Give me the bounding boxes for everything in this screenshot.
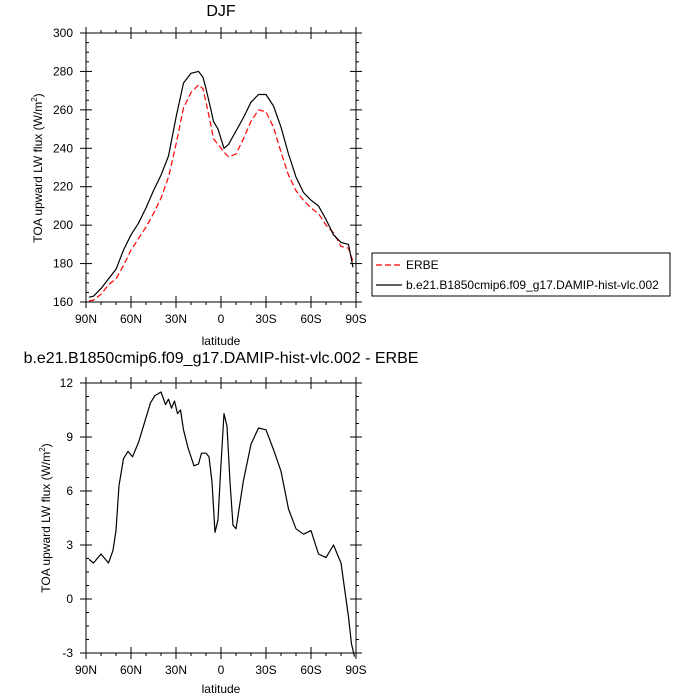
top-chart-frame xyxy=(85,32,357,303)
top-x-axis-label: latitude xyxy=(202,334,241,348)
top-plot-area xyxy=(88,70,354,302)
top-x-tick-label: 90S xyxy=(345,312,366,326)
top-y-axis-label-end: ) xyxy=(31,93,45,97)
top-series-line-1 xyxy=(88,70,354,298)
bottom-y-tick-label: 9 xyxy=(66,430,73,444)
top-y-axis-label-main: TOA upward LW flux (W/m xyxy=(31,102,45,243)
top-series-line-0 xyxy=(88,84,354,302)
top-x-tick-label: 30S xyxy=(255,312,276,326)
top-y-tick-label: 200 xyxy=(53,218,73,232)
bottom-y-axis-label-main: TOA upward LW flux (W/m xyxy=(39,452,53,593)
top-chart-panel: DJF 160 180 200 220 240 260 280 300 90N 60N 30N 0 3… xyxy=(30,3,367,348)
bottom-x-tick-label: 60N xyxy=(120,663,142,677)
top-y-tick-label: 220 xyxy=(53,180,73,194)
bottom-y-tick-label: 6 xyxy=(66,484,73,498)
top-chart-legend: ERBE b.e21.B1850cmip6.f09_g17.DAMIP-hist… xyxy=(371,252,671,297)
bottom-y-tick-label: 3 xyxy=(66,538,73,552)
bottom-chart-panel: b.e21.B1850cmip6.f09_g17.DAMIP-hist-vlc.… xyxy=(24,350,419,696)
bottom-x-tick-label: 0 xyxy=(218,663,225,677)
bottom-y-axis: -3 0 3 6 9 12 xyxy=(60,376,362,660)
legend-label-model: b.e21.B1850cmip6.f09_g17.DAMIP-hist-vlc.… xyxy=(406,278,659,292)
bottom-y-axis-label-sup: 2 xyxy=(38,447,47,452)
top-y-tick-label: 260 xyxy=(53,103,73,117)
bottom-x-tick-label: 90N xyxy=(75,663,97,677)
legend-box xyxy=(371,252,671,297)
bottom-y-tick-label: 12 xyxy=(60,376,74,390)
top-y-tick-label: 240 xyxy=(53,141,73,155)
bottom-y-tick-label: -3 xyxy=(62,646,73,660)
top-x-axis: 90N 60N 30N 0 30S 60S 90S xyxy=(75,27,367,326)
bottom-y-axis-label: TOA upward LW flux (W/m2) xyxy=(38,443,53,592)
top-y-tick-label: 300 xyxy=(53,26,73,40)
top-x-tick-label: 60S xyxy=(300,312,321,326)
top-x-tick-label: 30N xyxy=(165,312,187,326)
top-y-tick-label: 180 xyxy=(53,257,73,271)
bottom-x-tick-label: 30S xyxy=(255,663,276,677)
top-x-tick-label: 0 xyxy=(218,312,225,326)
bottom-y-axis-label-end: ) xyxy=(39,443,53,447)
bottom-x-tick-label: 60S xyxy=(300,663,321,677)
bottom-y-tick-label: 0 xyxy=(66,592,73,606)
top-y-tick-label: 160 xyxy=(53,295,73,309)
top-y-axis: 160 180 200 220 240 260 280 300 xyxy=(53,26,362,309)
top-y-axis-label: TOA upward LW flux (W/m2) xyxy=(30,93,45,242)
bottom-x-axis: 90N 60N 30N 0 30S 60S 90S xyxy=(75,377,367,677)
top-x-tick-label: 60N xyxy=(120,312,142,326)
bottom-plot-area xyxy=(88,391,356,657)
bottom-chart-title: b.e21.B1850cmip6.f09_g17.DAMIP-hist-vlc.… xyxy=(24,350,419,367)
top-y-axis-label-sup: 2 xyxy=(30,97,39,102)
top-chart-title: DJF xyxy=(206,3,236,20)
bottom-x-tick-label: 90S xyxy=(345,663,366,677)
top-y-tick-label: 280 xyxy=(53,64,73,78)
bottom-x-axis-label: latitude xyxy=(202,682,241,696)
bottom-chart-frame xyxy=(85,382,357,654)
top-x-tick-label: 90N xyxy=(75,312,97,326)
bottom-x-tick-label: 30N xyxy=(165,663,187,677)
bottom-series-line-0 xyxy=(88,391,356,657)
legend-label-erbe: ERBE xyxy=(406,258,439,272)
